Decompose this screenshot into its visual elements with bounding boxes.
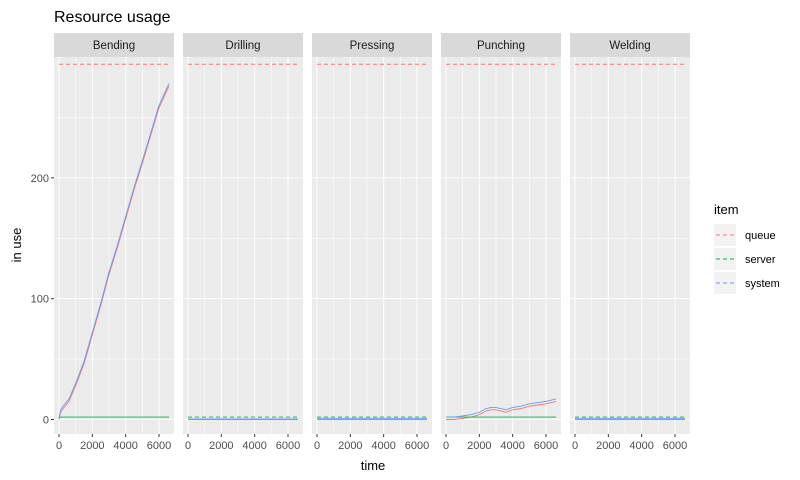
x-tick-label: 2000 — [467, 440, 491, 452]
series-line-queue — [446, 400, 557, 420]
facet-strip-label: Pressing — [350, 40, 395, 52]
legend-title: item — [714, 202, 739, 217]
facet-strip — [570, 33, 690, 57]
legend: item queue server system — [714, 202, 780, 294]
facet-strip-label: Welding — [609, 40, 650, 52]
facet-panel-punching: Punching 0 2000 4000 6000 — [441, 33, 561, 452]
x-tick-label: 6000 — [276, 440, 300, 452]
x-tick-label: 6000 — [147, 440, 171, 452]
panel-background — [570, 57, 690, 434]
y-tick-label: 200 — [31, 173, 49, 185]
panel-background — [441, 57, 561, 434]
x-tick-label: 6000 — [405, 440, 429, 452]
facet-strip-label: Punching — [477, 40, 525, 52]
panel-background — [54, 57, 174, 434]
x-tick-label: 0 — [314, 440, 320, 452]
x-tick-label: 4000 — [500, 440, 524, 452]
facet-strip-label: Drilling — [225, 40, 260, 52]
x-tick-label: 6000 — [663, 440, 687, 452]
x-tick-label: 4000 — [113, 440, 137, 452]
legend-label-system: system — [745, 278, 780, 290]
x-tick-label: 4000 — [242, 440, 266, 452]
series-line-queue — [58, 85, 170, 420]
x-axis-title: time — [361, 458, 386, 473]
x-tick-label: 0 — [572, 440, 578, 452]
facet-strip — [312, 33, 432, 57]
series-line-system — [446, 398, 557, 418]
facet-panels: Bending 0 2000 4000 6000 Drilling 0 2000 4000 600… — [54, 33, 690, 452]
y-tick-label: 100 — [31, 294, 49, 306]
x-tick-label: 0 — [185, 440, 191, 452]
facet-strip — [183, 33, 303, 57]
x-tick-label: 6000 — [534, 440, 558, 452]
facet-panel-welding: Welding 0 2000 4000 6000 — [570, 33, 690, 452]
panel-background — [312, 57, 432, 434]
x-tick-label: 2000 — [80, 440, 104, 452]
facet-strip-label: Bending — [93, 40, 135, 52]
x-tick-label: 2000 — [596, 440, 620, 452]
x-tick-label: 0 — [56, 440, 62, 452]
chart-title: Resource usage — [54, 9, 171, 26]
series-line-system — [58, 83, 170, 419]
x-tick-label: 2000 — [338, 440, 362, 452]
x-tick-label: 2000 — [209, 440, 233, 452]
facet-panel-bending: Bending 0 2000 4000 6000 — [54, 33, 174, 452]
y-tick-label: 0 — [43, 415, 49, 427]
x-tick-label: 0 — [443, 440, 449, 452]
facet-panel-drilling: Drilling 0 2000 4000 6000 — [183, 33, 303, 452]
facet-panel-pressing: Pressing 0 2000 4000 6000 — [312, 33, 432, 452]
legend-label-queue: queue — [745, 230, 776, 242]
x-tick-label: 4000 — [371, 440, 395, 452]
facet-strip — [54, 33, 174, 57]
y-axis-title: in use — [9, 228, 24, 263]
x-tick-label: 4000 — [629, 440, 653, 452]
panel-background — [183, 57, 303, 434]
y-axis: 0 100 200 — [31, 173, 54, 427]
facet-strip — [441, 33, 561, 57]
legend-label-server: server — [745, 254, 776, 266]
